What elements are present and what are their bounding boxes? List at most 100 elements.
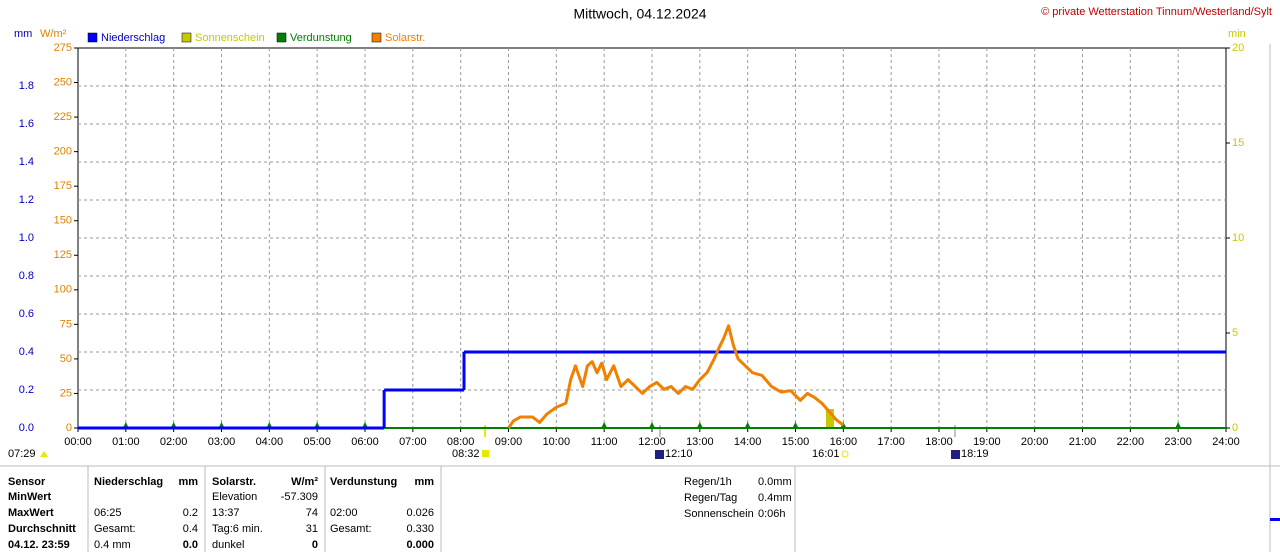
table-cell: 0.0 <box>183 539 198 551</box>
y2-tick-label: 250 <box>54 76 72 88</box>
marker <box>601 422 608 428</box>
marker <box>649 422 655 428</box>
x-tick-label: 09:00 <box>495 436 523 448</box>
x-tick-label: 02:00 <box>160 436 188 448</box>
legend-label: Solarstr. <box>385 32 425 44</box>
summary-cell: 0.4mm <box>758 492 792 504</box>
table-cell: Sensor <box>8 476 46 488</box>
y-tick-label: 0.6 <box>19 308 34 320</box>
table-cell: Gesamt: <box>330 523 372 535</box>
table-cell: 0.330 <box>406 523 434 535</box>
x-tick-label: 11:00 <box>591 436 618 448</box>
y-axis-unit: mm <box>14 28 32 40</box>
y2-tick-label: 225 <box>54 111 72 123</box>
y2-tick-label: 0 <box>66 422 72 434</box>
table-cell: 0.2 <box>183 507 198 519</box>
legend-swatch <box>181 32 192 43</box>
x-tick-label: 18:00 <box>925 436 953 448</box>
event-time: 12:10 <box>665 448 693 460</box>
summary-cell: Regen/Tag <box>684 492 737 504</box>
event-time: 08:32 <box>452 448 480 460</box>
x-tick-label: 03:00 <box>208 436 236 448</box>
table-cell: -57.309 <box>281 491 318 503</box>
source: © private Wetterstation Tinnum/Westerlan… <box>1041 6 1272 18</box>
legend-swatch <box>371 32 382 43</box>
side-marker <box>1270 518 1280 521</box>
x-tick-label: 07:00 <box>399 436 427 448</box>
legend-label: Niederschlag <box>101 32 165 44</box>
legend-swatch <box>276 32 287 43</box>
x-tick-label: 17:00 <box>877 436 905 448</box>
x-tick-label: 20:00 <box>1021 436 1049 448</box>
summary-cell: 0.0mm <box>758 476 792 488</box>
moon-icon <box>40 451 48 457</box>
table-cell: Niederschlag <box>94 476 163 488</box>
x-tick-label: 16:00 <box>830 436 858 448</box>
summary-cell: Regen/1h <box>684 476 732 488</box>
table-cell: 13:37 <box>212 507 240 519</box>
x-tick-label: 01:00 <box>112 436 140 448</box>
x-tick-label: 10:00 <box>543 436 571 448</box>
x-tick-label: 00:00 <box>64 436 92 448</box>
y-tick-label: 0.4 <box>19 346 34 358</box>
table-cell: Tag:6 min. <box>212 523 263 535</box>
x-tick-label: 13:00 <box>686 436 714 448</box>
noon-icon <box>655 450 664 459</box>
marker <box>696 422 703 428</box>
moon-icon <box>951 450 960 459</box>
table-cell: 0.026 <box>406 507 434 519</box>
y-tick-label: 1.2 <box>19 194 34 206</box>
table-cell: 0.000 <box>406 539 434 551</box>
table-cell: Durchschnitt <box>8 523 76 535</box>
table-cell: 04.12. 23:59 <box>8 539 70 551</box>
y-tick-label: 1.8 <box>19 80 34 92</box>
x-tick-label: 15:00 <box>782 436 810 448</box>
y-tick-label: 1.6 <box>19 118 34 130</box>
table-cell: mm <box>414 476 434 488</box>
x-tick-label: 14:00 <box>734 436 762 448</box>
x-tick-label: 22:00 <box>1117 436 1145 448</box>
y-tick-label: 0.2 <box>19 384 34 396</box>
y-tick-label: 0.0 <box>19 422 34 434</box>
x-tick-label: 05:00 <box>303 436 331 448</box>
x-tick-label: 04:00 <box>256 436 284 448</box>
summary-cell: Sonnenschein <box>684 508 754 520</box>
summary-cell: 0:06h <box>758 508 786 520</box>
x-tick-label: 06:00 <box>351 436 379 448</box>
table-cell: dunkel <box>212 539 244 551</box>
event-time: 16:01 <box>812 448 840 460</box>
table-cell: 06:25 <box>94 507 122 519</box>
y-tick-label: 0.8 <box>19 270 34 282</box>
table-cell: W/m² <box>291 476 318 488</box>
y2-tick-label: 25 <box>60 387 72 399</box>
table-cell: 0.4 mm <box>94 539 131 551</box>
table-cell: 74 <box>306 507 318 519</box>
y2-tick-label: 200 <box>54 146 72 158</box>
table-cell: 02:00 <box>330 507 358 519</box>
y2-axis-unit: W/m² <box>40 28 67 40</box>
sun-icon <box>482 450 489 457</box>
y3-tick-label: 10 <box>1232 232 1244 244</box>
y2-tick-label: 100 <box>54 284 72 296</box>
y3-tick-label: 0 <box>1232 422 1238 434</box>
table-cell: Elevation <box>212 491 257 503</box>
y-tick-label: 1.0 <box>19 232 34 244</box>
y2-tick-label: 75 <box>60 318 72 330</box>
event-time: 07:29 <box>8 448 36 460</box>
y-tick-label: 1.4 <box>19 156 34 168</box>
x-tick-label: 24:00 <box>1212 436 1240 448</box>
y2-tick-label: 125 <box>54 249 72 261</box>
x-tick-label: 21:00 <box>1069 436 1097 448</box>
x-tick-label: 08:00 <box>447 436 475 448</box>
y2-tick-label: 150 <box>54 215 72 227</box>
y3-tick-label: 20 <box>1232 42 1244 54</box>
y2-tick-label: 175 <box>54 180 72 192</box>
table-cell: Gesamt: <box>94 523 136 535</box>
chart-title: Mittwoch, 04.12.2024 <box>573 6 706 22</box>
y2-tick-label: 275 <box>54 42 72 54</box>
marker <box>1175 422 1182 428</box>
marker <box>792 422 799 428</box>
table-cell: 0.4 <box>183 523 198 535</box>
y3-tick-label: 15 <box>1232 137 1244 149</box>
legend-swatch <box>87 32 98 43</box>
